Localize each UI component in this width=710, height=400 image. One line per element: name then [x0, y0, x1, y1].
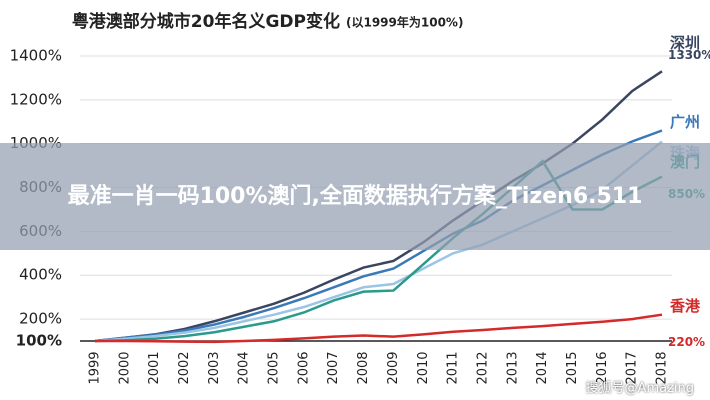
banner-text: 最准一肖一码100%澳门,全面数据执行方案_Tizen6.511 [67, 183, 643, 209]
line-series [95, 313, 663, 344]
x-tick-label: 2014 [535, 351, 550, 384]
x-tick-label: 2006 [296, 351, 311, 384]
x-tick-label: 2008 [356, 351, 371, 384]
x-tick-label: 2001 [147, 351, 162, 384]
x-tick-label: 2011 [446, 351, 461, 384]
y-tick-label: 200% [19, 310, 62, 328]
series-label: 深圳 [670, 34, 700, 52]
series-label: 香港 [670, 297, 701, 315]
banner: 最准一肖一码100%澳门,全面数据执行方案_Tizen6.511 [0, 143, 710, 250]
watermark: 搜狐号@Amazing [585, 381, 694, 396]
x-tick-label: 2002 [177, 351, 192, 384]
series-label: 广州 [670, 113, 700, 131]
value-label: 1330% [668, 48, 710, 62]
x-tick-label: 2004 [237, 351, 252, 384]
x-tick-label: 2000 [117, 351, 132, 384]
chart-subtitle: (以1999年为100%) [346, 15, 463, 30]
y-tick-label: 100% [16, 332, 62, 350]
y-tick-label: 1200% [10, 90, 62, 108]
x-tick-label: 2017 [625, 351, 640, 384]
x-tick-label: 2003 [207, 351, 222, 384]
x-tick-label: 2012 [475, 351, 490, 384]
x-tick-label: 1999 [88, 351, 103, 384]
x-tick-label: 2005 [267, 351, 282, 384]
value-label: 220% [668, 335, 705, 349]
y-tick-label: 1400% [10, 46, 62, 64]
x-tick-label: 2010 [416, 351, 431, 384]
x-tick-label: 2015 [565, 351, 580, 384]
chart-title: 粤港澳部分城市20年名义GDP变化 [72, 11, 340, 32]
y-tick-label: 400% [19, 266, 62, 284]
x-tick-label: 2018 [655, 351, 670, 384]
x-tick-label: 2007 [326, 351, 341, 384]
x-tick-label: 2013 [505, 351, 520, 384]
x-tick-label: 2009 [386, 351, 401, 384]
x-tick-label: 2016 [595, 351, 610, 384]
